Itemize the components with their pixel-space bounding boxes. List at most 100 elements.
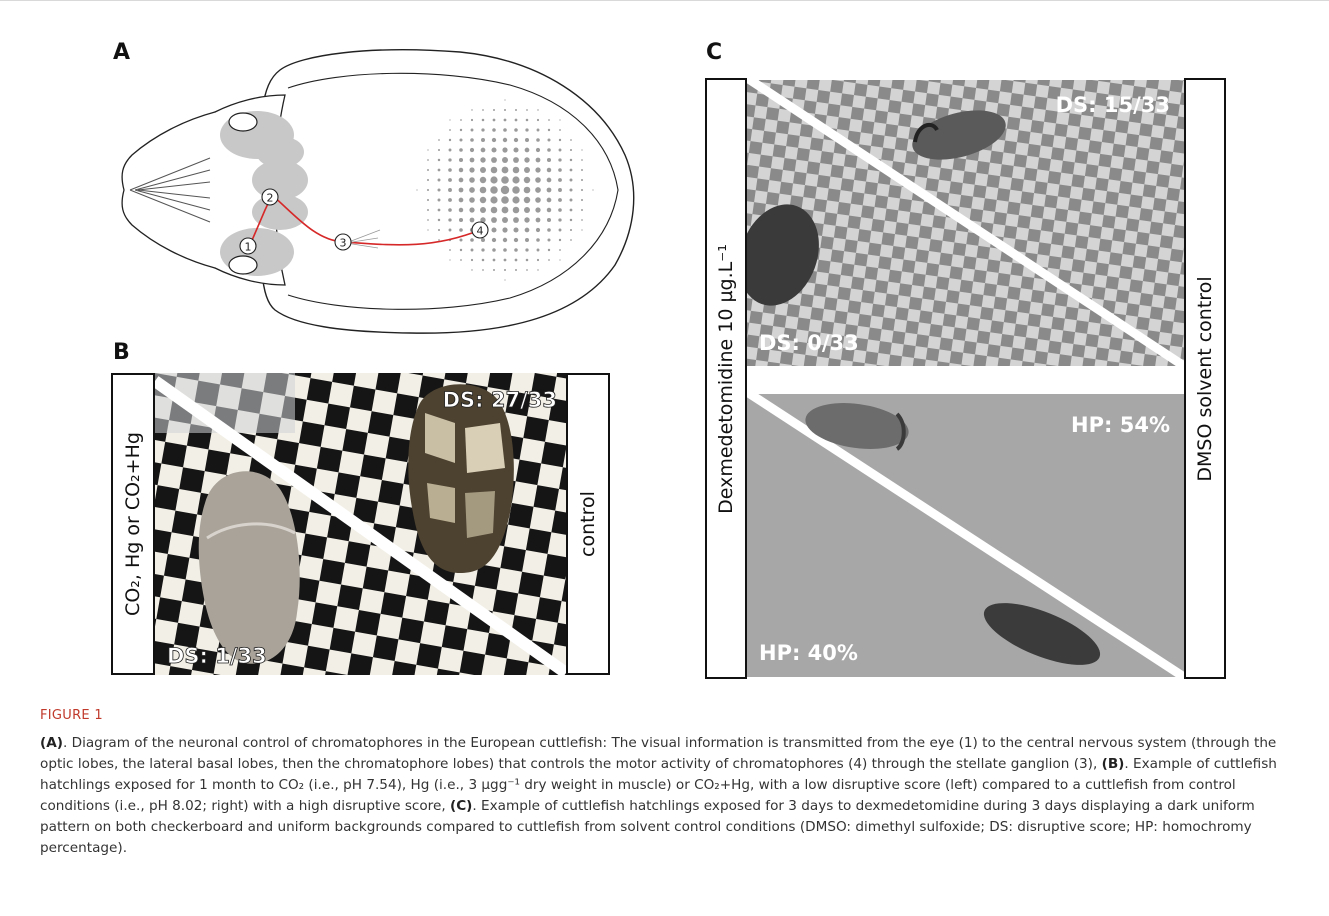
chromatophore-dot xyxy=(459,238,463,242)
chromatophore-dot xyxy=(546,217,552,223)
chromatophore-dot xyxy=(535,217,541,223)
chromatophore-dot xyxy=(569,148,573,152)
panel-c-top-score-right: DS: 15/33 xyxy=(1056,93,1170,117)
chromatophore-dot xyxy=(469,197,475,203)
chromatophore-dot xyxy=(437,208,441,212)
chromatophore-dot xyxy=(546,187,552,193)
chromatophore-dot xyxy=(470,248,474,252)
chromatophore-dot xyxy=(480,147,486,153)
chromatophore-dot xyxy=(581,149,583,151)
marker-3: 3 xyxy=(334,233,352,251)
chromatophore-dot xyxy=(558,158,562,162)
chromatophore-dot xyxy=(525,118,529,122)
top-rule xyxy=(0,0,1329,1)
chromatophore-dot xyxy=(535,177,541,183)
chromatophore-dot xyxy=(459,128,463,132)
chromatophore-dot xyxy=(449,249,451,251)
chromatophore-dot xyxy=(480,167,486,173)
chromatophore-dot xyxy=(481,128,485,132)
chromatophore-dot xyxy=(469,217,475,223)
cuttlefish-bottom-lower xyxy=(983,603,1101,665)
chromatophore-dot xyxy=(502,137,508,143)
chromatophore-dot xyxy=(535,157,541,163)
chromatophore-dot xyxy=(471,269,473,271)
chromatophore-dot xyxy=(524,157,530,163)
chromatophore-dot xyxy=(480,217,486,223)
chromatophore-dot xyxy=(458,217,464,223)
chromatophore-dots xyxy=(416,99,594,281)
chromatophore-dot xyxy=(481,258,485,262)
panel-c-bottom-score-right: HP: 54% xyxy=(1071,413,1170,437)
chromatophore-dot xyxy=(502,147,508,153)
chromatophore-dot xyxy=(480,137,486,143)
chromatophore-dot xyxy=(547,148,551,152)
chromatophore-dot xyxy=(536,118,540,122)
chromatophore-dot xyxy=(503,128,507,132)
chromatophore-dot xyxy=(427,169,429,171)
chromatophore-dot xyxy=(569,188,573,192)
chromatophore-dot xyxy=(547,138,551,142)
chromatophore-dot xyxy=(581,169,583,171)
chromatophore-dot xyxy=(526,109,528,111)
chromatophore-dot xyxy=(470,258,474,262)
chromatophore-dot xyxy=(569,228,573,232)
chromatophore-dot xyxy=(504,269,506,271)
chromatophore-dot xyxy=(458,157,464,163)
chromatophore-dot xyxy=(490,166,498,174)
chromatophore-dot xyxy=(569,218,573,222)
chromatophore-dot xyxy=(437,218,441,222)
chromatophore-dot xyxy=(526,269,528,271)
caption-text-b: . Example of cuttlefish hatchlings expos… xyxy=(40,756,1277,814)
chromatophore-dot xyxy=(490,186,498,194)
chromatophore-dot xyxy=(427,219,429,221)
figure-caption: (A). Diagram of the neuronal control of … xyxy=(40,733,1300,859)
chromatophore-dot xyxy=(547,128,551,132)
chromatophore-dot xyxy=(569,178,573,182)
chromatophore-dot xyxy=(502,217,508,223)
chromatophore-dot xyxy=(547,238,551,242)
chromatophore-dot xyxy=(581,219,583,221)
chromatophore-dot xyxy=(469,177,475,183)
panel-b-right-label: control xyxy=(577,491,599,557)
chromatophore-dot xyxy=(548,119,550,121)
chromatophore-dot xyxy=(449,129,451,131)
chromatophore-dot xyxy=(558,198,562,202)
chromatophore-dot xyxy=(490,206,498,214)
chromatophore-dot xyxy=(459,138,463,142)
chromatophore-dot xyxy=(482,109,484,111)
chromatophore-dot xyxy=(559,249,561,251)
chromatophore-dot xyxy=(535,167,541,173)
chromatophore-dot xyxy=(500,185,510,195)
chromatophore-dot xyxy=(491,157,497,163)
chromatophore-dot xyxy=(536,258,540,262)
chromatophore-dot xyxy=(501,196,509,204)
chromatophore-dot xyxy=(580,188,584,192)
chromatophore-dot xyxy=(546,177,552,183)
chromatophore-dot xyxy=(558,218,562,222)
chromatophore-dot xyxy=(558,238,562,242)
chromatophore-dot xyxy=(514,128,518,132)
chromatophore-dot xyxy=(515,269,517,271)
panel-b-letter: B xyxy=(113,340,130,365)
chromatophore-dot xyxy=(580,198,584,202)
chromatophore-dot xyxy=(490,176,498,184)
chromatophore-dot xyxy=(490,196,498,204)
chromatophore-dot xyxy=(469,187,475,193)
svg-text:2: 2 xyxy=(267,192,274,205)
chromatophore-dot xyxy=(525,248,529,252)
panel-c-right-label-box: DMSO solvent control xyxy=(1184,78,1226,679)
svg-text:4: 4 xyxy=(477,225,484,238)
chromatophore-dot xyxy=(570,139,572,141)
chromatophore-dot xyxy=(492,248,496,252)
chromatophore-dot xyxy=(546,207,552,213)
panel-c-top-score-left: DS: 0/33 xyxy=(759,331,859,355)
chromatophore-dot xyxy=(469,147,475,153)
chromatophore-dot xyxy=(491,147,497,153)
chromatophore-dot xyxy=(513,157,519,163)
panel-c-left-label: Dexmedetomidine 10 µg.L⁻¹ xyxy=(715,243,737,514)
chromatophore-dot xyxy=(458,187,464,193)
chromatophore-dot xyxy=(427,149,429,151)
chromatophore-dot xyxy=(491,237,497,243)
chromatophore-dot xyxy=(479,176,487,184)
chromatophore-dot xyxy=(569,198,573,202)
